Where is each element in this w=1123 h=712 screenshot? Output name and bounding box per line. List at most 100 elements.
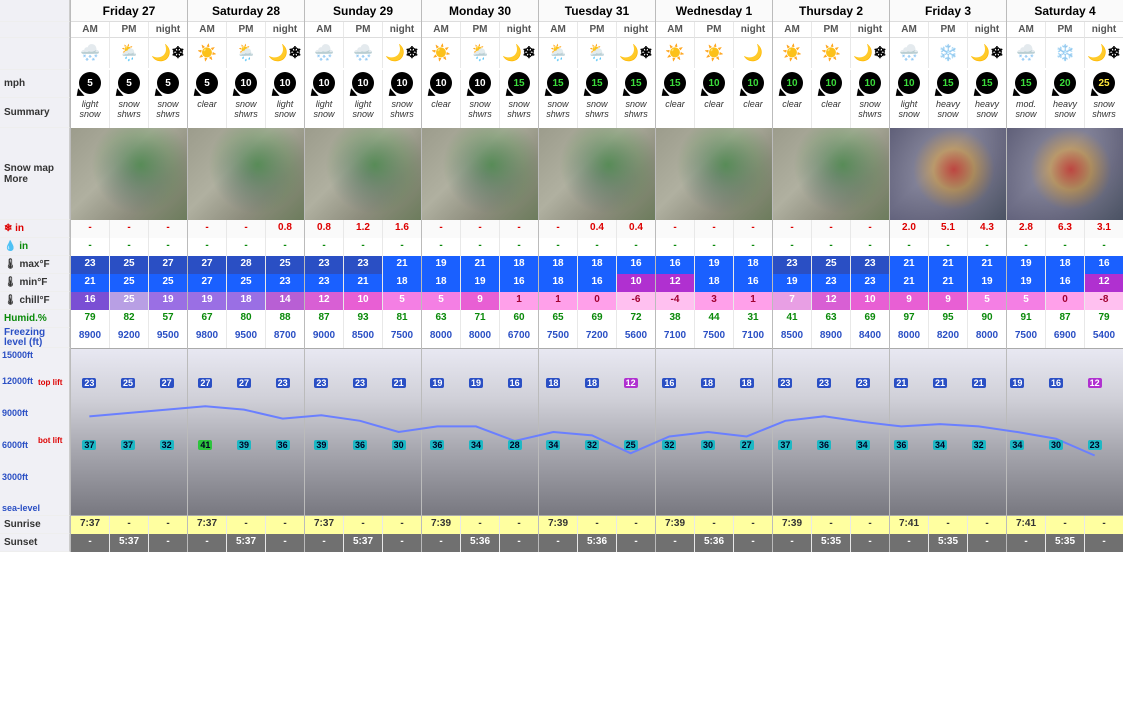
max-cell: 18 (500, 256, 538, 274)
min-cell: 25 (110, 274, 149, 292)
sunrise-cell: - (851, 516, 889, 534)
sunrise-cell: - (149, 516, 187, 534)
humid-cell: 31 (734, 310, 772, 328)
freeze-cell: 8700 (266, 328, 304, 348)
rain-cell: - (578, 238, 617, 256)
chill-cell: 7 (773, 292, 812, 310)
wind-cell: 10 (305, 70, 344, 98)
sunset-cell: - (305, 534, 344, 552)
max-cell: 23 (851, 256, 889, 274)
humid-cell: 82 (110, 310, 149, 328)
elevation-chart-slice (422, 348, 538, 516)
snow-cell: - (773, 220, 812, 238)
wind-cell: 15 (929, 70, 968, 98)
weather-icon: 🌦️ (539, 38, 578, 68)
min-cell: 18 (422, 274, 461, 292)
wind-badge: 15 (1015, 72, 1037, 94)
snow-map-thumbnail[interactable] (71, 128, 187, 220)
period-header: AM (656, 22, 695, 38)
freeze-cell: 8900 (812, 328, 851, 348)
min-cell: 25 (149, 274, 187, 292)
wind-badge: 15 (586, 72, 608, 94)
sunrise-cell: - (110, 516, 149, 534)
wind-cell: 15 (500, 70, 538, 98)
summary-cell: snow shwrs (110, 98, 149, 128)
summary-cell: light snow (344, 98, 383, 128)
period-header: night (1085, 22, 1123, 38)
weather-icon: ☀️ (773, 38, 812, 68)
sunset-cell: 5:35 (929, 534, 968, 552)
elevation-chart-slice (773, 348, 889, 516)
chill-cell: 12 (305, 292, 344, 310)
summary-cell: snow shwrs (851, 98, 889, 128)
sunset-cell: 5:36 (578, 534, 617, 552)
summary-cell: clear (656, 98, 695, 128)
rain-cell: - (149, 238, 187, 256)
sunset-cell: - (422, 534, 461, 552)
snow-map-thumbnail[interactable] (188, 128, 304, 220)
label-humid: Humid.% (0, 310, 70, 328)
max-cell: 25 (812, 256, 851, 274)
snow-map-thumbnail[interactable] (305, 128, 421, 220)
chill-cell: -8 (1085, 292, 1123, 310)
day-column: Sunday 29AMPMnight🌨️🌨️🌙❄101010light snow… (304, 0, 421, 552)
rain-cell: - (71, 238, 110, 256)
snow-map-thumbnail[interactable] (422, 128, 538, 220)
wind-cell: 10 (695, 70, 734, 98)
label-freeze: Freezing level (ft) (0, 328, 70, 348)
rain-cell: - (890, 238, 929, 256)
freeze-cell: 9500 (227, 328, 266, 348)
weather-icon: ☀️ (188, 38, 227, 68)
weather-icon: 🌨️ (890, 38, 929, 68)
rain-cell: - (695, 238, 734, 256)
sunset-cell: - (1007, 534, 1046, 552)
wind-cell: 10 (461, 70, 500, 98)
sunrise-cell: - (266, 516, 304, 534)
rain-cell: - (1046, 238, 1085, 256)
snow-cell: 4.3 (968, 220, 1006, 238)
sunset-cell: 5:37 (227, 534, 266, 552)
humid-cell: 69 (851, 310, 889, 328)
chill-cell: 1 (539, 292, 578, 310)
wind-badge: 10 (274, 72, 296, 94)
day-column: Thursday 2AMPMnight☀️☀️🌙❄101010clearclea… (772, 0, 889, 552)
summary-cell: snow shwrs (227, 98, 266, 128)
wind-badge: 10 (313, 72, 335, 94)
chill-cell: -6 (617, 292, 655, 310)
max-cell: 21 (383, 256, 421, 274)
snow-map-thumbnail[interactable] (1007, 128, 1123, 220)
sunrise-cell: 7:39 (539, 516, 578, 534)
snowmap-more-link[interactable]: More (4, 174, 28, 185)
humid-cell: 81 (383, 310, 421, 328)
summary-cell: heavy snow (929, 98, 968, 128)
freeze-cell: 5600 (617, 328, 655, 348)
snow-map-thumbnail[interactable] (773, 128, 889, 220)
max-cell: 16 (617, 256, 655, 274)
wind-cell: 20 (1046, 70, 1085, 98)
freeze-cell: 6700 (500, 328, 538, 348)
humid-cell: 95 (929, 310, 968, 328)
weather-icon: 🌙❄ (968, 38, 1006, 68)
snow-map-thumbnail[interactable] (656, 128, 772, 220)
day-header: Saturday 4 (1007, 0, 1123, 22)
sunset-cell: 5:36 (695, 534, 734, 552)
sunrise-cell: - (929, 516, 968, 534)
rain-cell: - (227, 238, 266, 256)
max-cell: 27 (188, 256, 227, 274)
weather-icon: ❄️ (1046, 38, 1085, 68)
weather-icon: ☀️ (812, 38, 851, 68)
humid-cell: 91 (1007, 310, 1046, 328)
wind-badge: 15 (664, 72, 686, 94)
chill-cell: -4 (656, 292, 695, 310)
min-cell: 19 (773, 274, 812, 292)
period-header: AM (188, 22, 227, 38)
sunset-cell: - (500, 534, 538, 552)
summary-cell: clear (422, 98, 461, 128)
snow-map-thumbnail[interactable] (539, 128, 655, 220)
wind-badge: 10 (742, 72, 764, 94)
chill-cell: 0 (1046, 292, 1085, 310)
period-header: PM (461, 22, 500, 38)
snow-map-thumbnail[interactable] (890, 128, 1006, 220)
min-cell: 18 (539, 274, 578, 292)
elevation-chart-slice (305, 348, 421, 516)
